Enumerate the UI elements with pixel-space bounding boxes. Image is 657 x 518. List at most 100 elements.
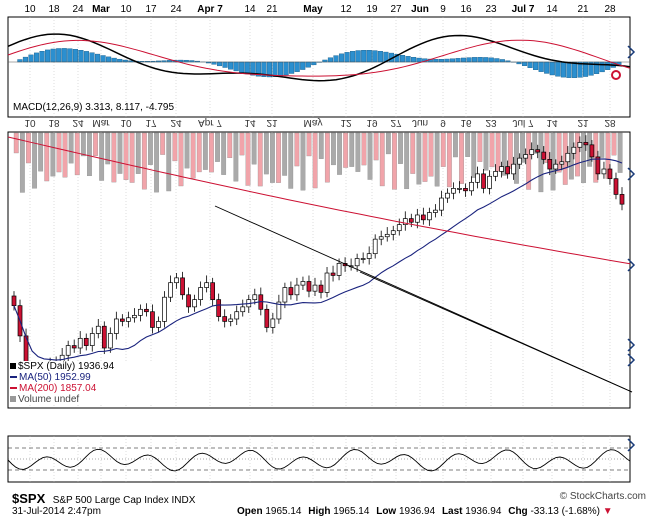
volume-bar	[337, 132, 342, 175]
candle-body	[65, 345, 71, 356]
volume-bar	[294, 132, 300, 167]
volume-bar	[105, 132, 111, 165]
x-tick-label: 24	[72, 4, 84, 15]
macd-histogram-bar	[283, 61, 289, 76]
candle-body	[427, 212, 432, 221]
candle-body	[517, 157, 523, 165]
volume-bar	[178, 132, 184, 187]
quote-line: Open 1965.14 High 1965.14 Low 1936.94 La…	[237, 506, 613, 517]
candle-body	[198, 287, 203, 300]
macd-histogram-bar	[521, 61, 528, 66]
macd-histogram-bar	[377, 51, 383, 63]
candle-body	[77, 337, 83, 349]
down-arrow-icon: ▼	[602, 506, 613, 517]
macd-histogram-bar	[322, 59, 328, 63]
x-tick-label-mirrored: May	[304, 117, 323, 128]
macd-histogram-bar	[350, 51, 356, 63]
macd-histogram-bar	[305, 61, 311, 68]
macd-histogram-bar	[239, 61, 245, 73]
candle-body	[180, 277, 185, 296]
volume-bar	[123, 132, 129, 180]
volume-bar	[68, 132, 74, 164]
candle-body	[547, 158, 553, 170]
candle-body	[270, 318, 276, 328]
macd-histogram-bar	[33, 52, 40, 63]
volume-bar	[459, 132, 464, 184]
volume-bar	[209, 132, 214, 173]
macd-histogram-bar	[233, 61, 239, 72]
macd-histogram-bar	[405, 56, 411, 63]
volume-bar	[141, 132, 147, 190]
macd-histogram-bar	[211, 61, 217, 65]
chevron-right-icon	[627, 45, 636, 59]
x-tick-label: 16	[460, 4, 472, 15]
macd-histogram-bar	[67, 48, 73, 63]
volume-bar	[575, 132, 580, 177]
macd-histogram-bar	[83, 51, 90, 63]
volume-bar	[196, 132, 202, 173]
volume-bar	[32, 132, 37, 189]
macd-histogram-bar	[72, 49, 78, 63]
volume-bar	[532, 132, 538, 154]
volume-bar	[306, 132, 312, 157]
x-tick-label: 12	[340, 4, 352, 15]
chevron-right-icon	[627, 338, 636, 352]
x-tick-label-mirrored: 28	[604, 117, 616, 128]
volume-bar	[349, 132, 355, 167]
candle-body	[571, 146, 577, 154]
x-tick-label: Jul 7	[512, 4, 535, 15]
timestamp: 31-Jul-2014 2:47pm	[12, 506, 101, 517]
macd-histogram-bar	[39, 51, 45, 63]
candle-body	[216, 299, 222, 317]
volume-bar	[221, 132, 227, 175]
x-tick-label-mirrored: 10	[24, 117, 36, 128]
macd-histogram-bar	[216, 61, 223, 67]
volume-bar	[507, 132, 513, 169]
candle-body	[475, 173, 480, 183]
volume-bar	[80, 132, 86, 157]
macd-histogram-bar	[455, 58, 461, 63]
x-tick-label-mirrored: Jun	[412, 117, 428, 128]
macd-histogram-bar	[477, 57, 483, 63]
x-tick-label: 10	[120, 4, 132, 15]
candle-body	[264, 308, 270, 328]
ma50-line	[13, 158, 623, 361]
symbol-title: $SPX	[12, 491, 46, 506]
macd-histogram-bar	[527, 61, 533, 68]
volume-bar	[617, 132, 623, 173]
x-tick-label: 14	[244, 4, 256, 15]
volume-bar	[172, 132, 178, 162]
chevron-right-icon	[627, 258, 636, 272]
volume-bar	[276, 132, 281, 183]
macd-histogram-bar	[94, 53, 101, 63]
x-tick-label-mirrored: 19	[366, 117, 378, 128]
macd-histogram-bar	[372, 50, 378, 63]
volume-bar	[361, 132, 367, 166]
volume-bar	[184, 132, 190, 169]
macd-histogram-bar	[344, 52, 350, 63]
macd-histogram-bar	[56, 48, 62, 63]
macd-label: MACD(12,26,9) 3.313, 8.117, -4.795	[13, 102, 174, 113]
candle-body	[541, 151, 547, 160]
candle-body	[186, 294, 191, 308]
volume-bar	[282, 132, 288, 176]
macd-histogram-bar	[300, 61, 306, 70]
candle-body	[318, 284, 324, 293]
macd-histogram-bar	[488, 57, 494, 63]
macd-histogram-bar	[61, 48, 67, 63]
volume-bar	[190, 132, 196, 179]
x-tick-label-mirrored: 9	[440, 117, 446, 128]
x-tick-label-mirrored: 24	[72, 117, 84, 128]
candle-body	[132, 314, 137, 319]
macd-histogram-bar	[106, 56, 112, 63]
candle-body	[601, 168, 607, 175]
macd-histogram-bar	[549, 61, 555, 76]
volume-bar	[233, 132, 239, 182]
volume-bar	[300, 132, 306, 191]
volume-bar	[38, 132, 44, 172]
volume-bar	[13, 132, 19, 154]
candle-body	[457, 188, 462, 190]
candle-body	[192, 299, 197, 308]
macd-signal-line	[7, 39, 631, 77]
candle-body	[402, 218, 408, 226]
